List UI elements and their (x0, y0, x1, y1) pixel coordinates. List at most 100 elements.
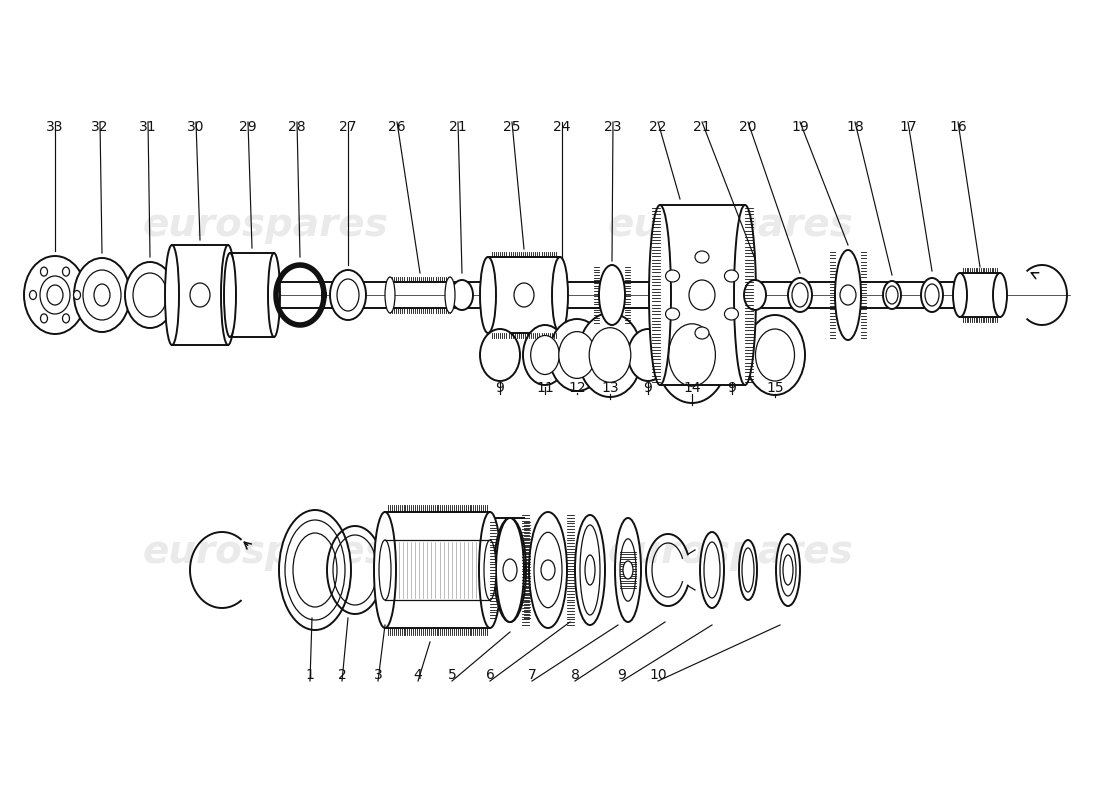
Ellipse shape (590, 328, 630, 382)
Ellipse shape (700, 532, 724, 608)
Text: 4: 4 (414, 668, 422, 682)
Text: 17: 17 (899, 120, 916, 134)
Ellipse shape (649, 205, 671, 385)
Bar (172, 245, 228, 345)
Ellipse shape (656, 307, 728, 403)
Ellipse shape (480, 257, 496, 333)
Text: 11: 11 (536, 381, 554, 395)
Text: 7: 7 (528, 668, 537, 682)
Text: 3: 3 (374, 668, 383, 682)
Text: 22: 22 (649, 120, 667, 134)
Ellipse shape (788, 278, 812, 312)
Text: 2: 2 (338, 668, 346, 682)
Text: 13: 13 (602, 381, 619, 395)
Ellipse shape (24, 256, 86, 334)
Ellipse shape (623, 561, 632, 579)
Ellipse shape (792, 283, 808, 307)
Ellipse shape (125, 262, 175, 328)
Ellipse shape (446, 277, 455, 313)
Ellipse shape (30, 290, 36, 299)
Ellipse shape (620, 539, 636, 602)
Ellipse shape (165, 245, 179, 345)
Text: 33: 33 (46, 120, 64, 134)
Ellipse shape (725, 308, 738, 320)
Ellipse shape (615, 518, 641, 622)
Text: 30: 30 (187, 120, 205, 134)
Ellipse shape (559, 331, 595, 378)
Ellipse shape (580, 525, 600, 615)
Text: 9: 9 (496, 381, 505, 395)
Ellipse shape (41, 267, 47, 276)
Ellipse shape (744, 280, 766, 310)
Text: 23: 23 (604, 120, 622, 134)
Ellipse shape (712, 329, 752, 381)
Ellipse shape (285, 520, 345, 620)
Ellipse shape (704, 542, 720, 598)
Text: 21: 21 (449, 120, 466, 134)
Ellipse shape (41, 314, 47, 323)
Ellipse shape (480, 329, 520, 381)
Bar (385, 512, 490, 628)
Ellipse shape (953, 273, 967, 317)
Ellipse shape (776, 534, 800, 606)
Ellipse shape (74, 290, 80, 299)
Ellipse shape (494, 518, 526, 622)
Ellipse shape (695, 251, 710, 263)
Ellipse shape (40, 276, 70, 314)
Text: 12: 12 (569, 381, 586, 395)
Text: 5: 5 (448, 668, 456, 682)
Text: 16: 16 (949, 120, 967, 134)
Ellipse shape (268, 253, 280, 337)
Ellipse shape (514, 283, 534, 307)
Ellipse shape (379, 540, 390, 600)
Text: 31: 31 (140, 120, 157, 134)
Bar (960, 273, 1000, 317)
Ellipse shape (478, 512, 500, 628)
Ellipse shape (552, 257, 568, 333)
Ellipse shape (745, 315, 805, 395)
Ellipse shape (689, 280, 715, 310)
Ellipse shape (224, 253, 236, 337)
Ellipse shape (628, 329, 668, 381)
Ellipse shape (925, 284, 939, 306)
Ellipse shape (669, 324, 715, 386)
Text: 32: 32 (91, 120, 109, 134)
Ellipse shape (133, 273, 167, 317)
Ellipse shape (374, 512, 396, 628)
Text: 9: 9 (644, 381, 652, 395)
Text: 6: 6 (485, 668, 494, 682)
Ellipse shape (534, 532, 562, 608)
Ellipse shape (600, 265, 625, 325)
Text: 25: 25 (504, 120, 520, 134)
Text: 1: 1 (306, 668, 315, 682)
Text: eurospares: eurospares (607, 206, 852, 244)
Ellipse shape (585, 555, 595, 585)
Ellipse shape (549, 319, 605, 391)
Ellipse shape (451, 280, 473, 310)
Text: 24: 24 (553, 120, 571, 134)
Ellipse shape (279, 510, 351, 630)
Text: 8: 8 (571, 668, 580, 682)
Ellipse shape (883, 281, 901, 309)
Text: 18: 18 (846, 120, 864, 134)
Ellipse shape (666, 308, 680, 320)
Ellipse shape (783, 555, 793, 585)
Ellipse shape (337, 279, 359, 311)
Ellipse shape (74, 258, 130, 332)
Text: eurospares: eurospares (142, 533, 388, 571)
Ellipse shape (94, 284, 110, 306)
Ellipse shape (190, 283, 210, 307)
Text: 20: 20 (739, 120, 757, 134)
Ellipse shape (575, 515, 605, 625)
Text: 14: 14 (683, 381, 701, 395)
Text: 15: 15 (767, 381, 784, 395)
Ellipse shape (522, 325, 566, 385)
Ellipse shape (503, 559, 517, 581)
Ellipse shape (578, 313, 642, 397)
Text: 9: 9 (617, 668, 626, 682)
Text: 29: 29 (239, 120, 256, 134)
Text: 21: 21 (693, 120, 711, 134)
Ellipse shape (840, 285, 856, 305)
Ellipse shape (82, 270, 121, 320)
Ellipse shape (666, 270, 680, 282)
